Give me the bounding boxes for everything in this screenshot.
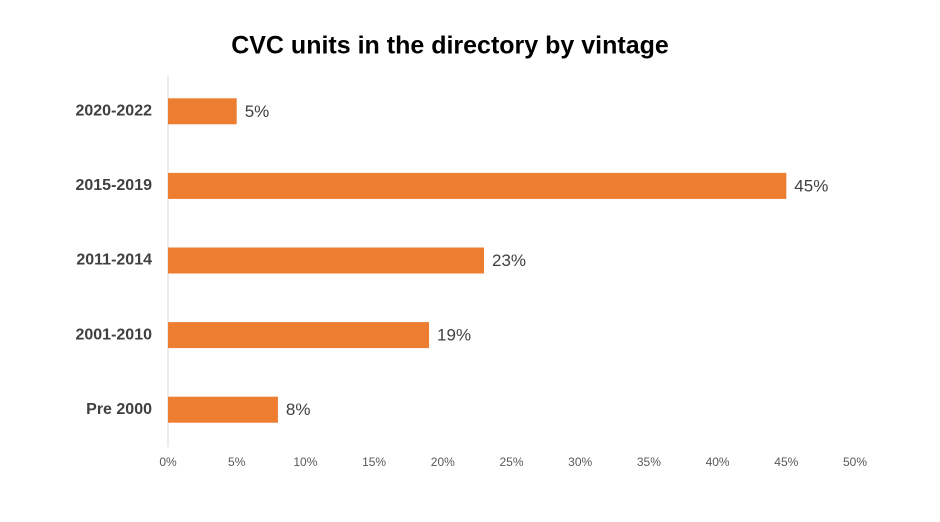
category-label: 2020-2022 [75, 103, 152, 120]
bar [168, 396, 278, 423]
category-label: 2015-2019 [75, 177, 152, 194]
x-tick-label: 5% [228, 455, 246, 469]
x-tick-label: 50% [843, 455, 867, 469]
x-tick-label: 35% [637, 455, 661, 469]
chart-title: CVC units in the directory by vintage [231, 32, 669, 60]
x-tick-label: 45% [774, 455, 798, 469]
value-label: 19% [437, 326, 471, 345]
category-label: Pre 2000 [86, 401, 152, 418]
x-tick-label: 0% [159, 455, 177, 469]
x-tick-label: 10% [293, 455, 317, 469]
x-tick-label: 30% [568, 455, 592, 469]
x-tick-label: 20% [431, 455, 455, 469]
bar [168, 247, 485, 274]
value-label: 8% [286, 400, 311, 419]
x-tick-label: 25% [499, 455, 523, 469]
value-label: 45% [794, 176, 828, 195]
bar [168, 172, 787, 199]
x-tick-label: 40% [706, 455, 730, 469]
bar [168, 322, 430, 349]
category-label: 2011-2014 [76, 252, 152, 269]
value-label: 23% [492, 251, 526, 270]
category-label: 2001-2010 [75, 326, 152, 343]
value-label: 5% [245, 102, 270, 121]
bar [168, 98, 237, 125]
x-tick-label: 15% [362, 455, 386, 469]
